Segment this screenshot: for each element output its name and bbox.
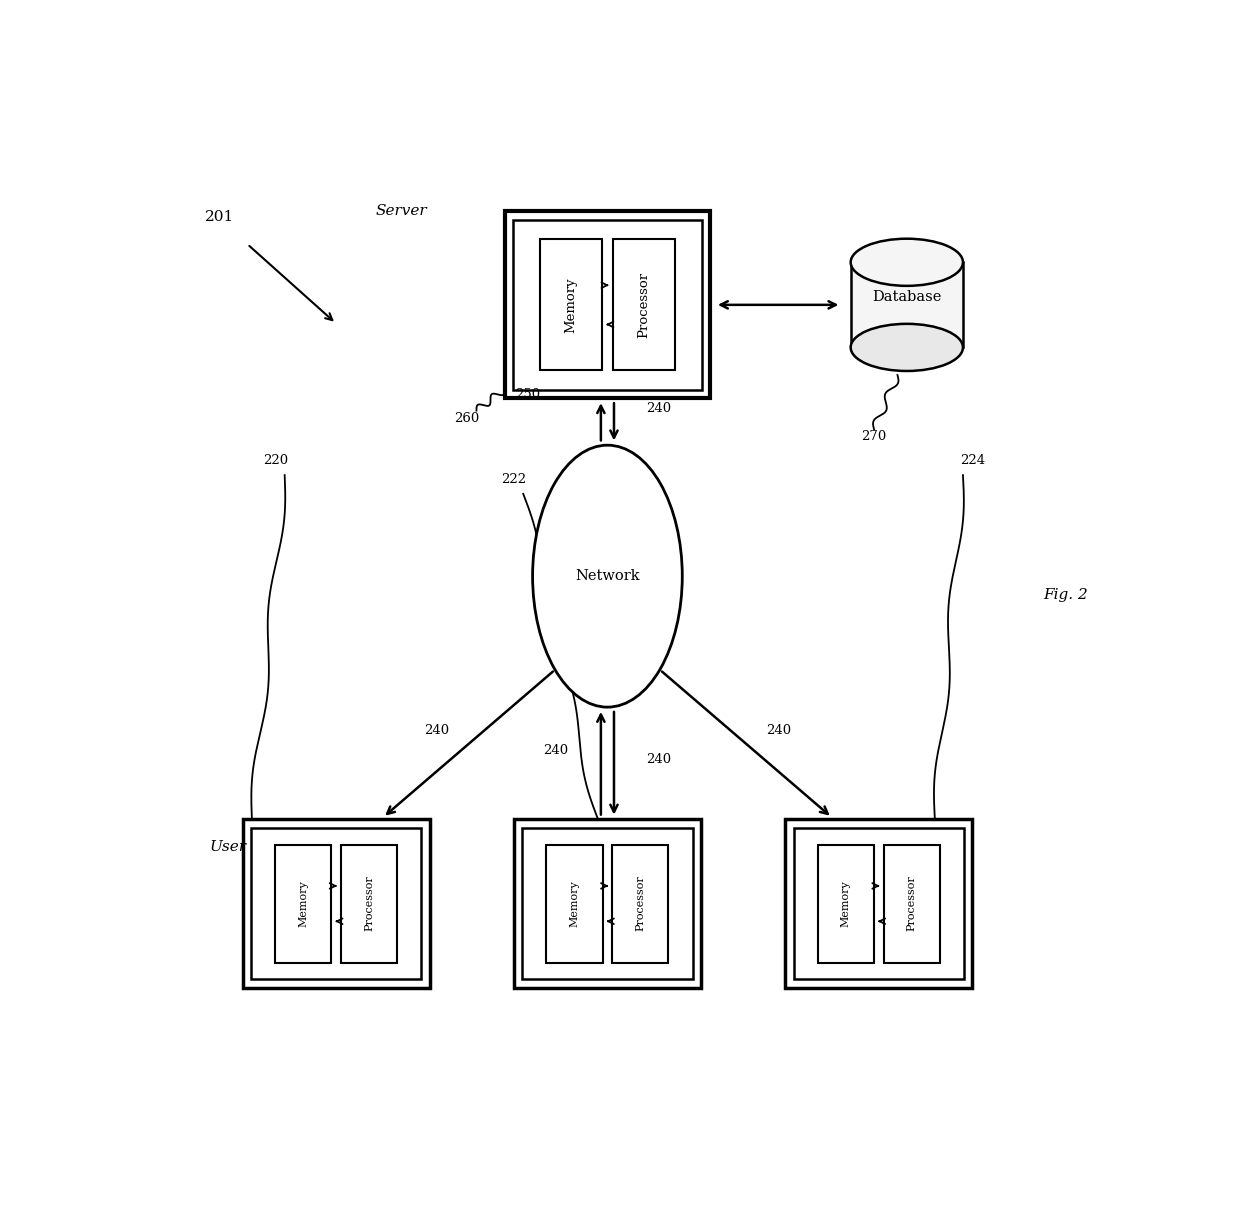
Text: 260: 260	[455, 412, 480, 425]
Bar	[513, 819, 701, 988]
Bar	[250, 827, 422, 979]
Ellipse shape	[851, 238, 963, 286]
Bar	[541, 239, 603, 371]
Bar	[243, 819, 430, 988]
Bar	[817, 844, 874, 962]
Bar	[513, 220, 702, 390]
Bar	[275, 844, 331, 962]
Text: 224: 224	[960, 454, 985, 467]
Text: Network: Network	[575, 569, 640, 583]
Text: Memory: Memory	[298, 880, 309, 927]
Bar	[851, 262, 963, 347]
Bar	[613, 844, 668, 962]
Text: 240: 240	[543, 744, 569, 757]
Text: Processor: Processor	[635, 876, 645, 932]
Bar	[794, 827, 963, 979]
Bar	[613, 239, 675, 371]
Text: Memory: Memory	[569, 880, 579, 927]
Bar	[785, 819, 972, 988]
Bar	[341, 844, 397, 962]
Bar	[522, 827, 693, 979]
Text: 270: 270	[862, 430, 887, 443]
Text: Memory: Memory	[564, 277, 578, 333]
Text: Database: Database	[872, 290, 941, 305]
Text: 240: 240	[424, 724, 449, 738]
Text: Processor: Processor	[906, 876, 916, 932]
Text: Processor: Processor	[637, 272, 650, 338]
Text: Processor: Processor	[365, 876, 374, 932]
Text: 220: 220	[263, 454, 288, 467]
Text: 240: 240	[766, 724, 791, 738]
Text: 201: 201	[205, 210, 234, 224]
Text: Memory: Memory	[841, 880, 851, 927]
Bar	[505, 211, 711, 399]
Text: 250: 250	[516, 389, 541, 401]
Text: Fig. 2: Fig. 2	[1044, 588, 1089, 601]
Text: Server: Server	[376, 204, 428, 219]
Ellipse shape	[533, 445, 682, 707]
Bar	[547, 844, 603, 962]
Bar	[884, 844, 940, 962]
Ellipse shape	[851, 324, 963, 371]
Text: User: User	[210, 841, 247, 854]
Text: 240: 240	[646, 753, 671, 767]
Text: 240: 240	[646, 402, 671, 416]
Text: 222: 222	[501, 473, 527, 486]
